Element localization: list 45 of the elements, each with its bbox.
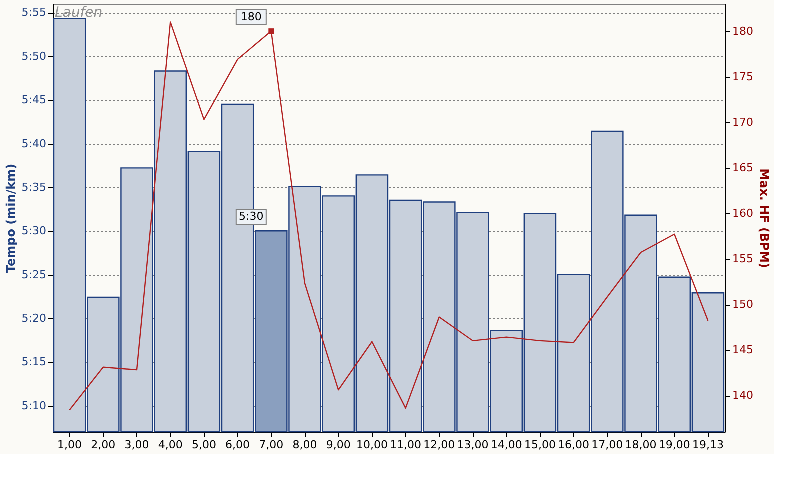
y2-tick-label: 155	[732, 252, 754, 266]
y2-tick-label: 140	[732, 389, 754, 402]
y2-tick-label: 145	[732, 344, 754, 357]
x-tick-label: 14,00	[490, 438, 522, 452]
y-tick-label: 5:50	[22, 50, 46, 63]
y2-axis-title: Max. HF (BPM)	[757, 168, 772, 268]
y2-tick-label: 165	[732, 161, 754, 174]
x-tick-label: 3,00	[124, 438, 150, 452]
x-tick-label: 6,00	[226, 438, 250, 452]
line-series	[69, 22, 709, 411]
y-tick-label: 5:30	[22, 224, 46, 238]
data-label: 180	[240, 10, 262, 24]
x-tick-label: 11,00	[390, 438, 422, 452]
data-label: 5:30	[239, 210, 264, 224]
x-tick-label: 1,00	[58, 438, 82, 452]
x-tick-label: 5,00	[192, 438, 216, 452]
y2-tick-label: 180	[732, 24, 754, 38]
x-tick-label: 4,00	[158, 438, 183, 452]
x-tick-label: 8,00	[292, 438, 318, 452]
y-tick-label: 5:35	[22, 180, 46, 194]
x-tick-label: 19,13	[692, 438, 724, 452]
x-tick-label: 18,00	[625, 438, 657, 452]
y-tick-label: 5:10	[22, 399, 46, 412]
y2-tick-label: 170	[732, 116, 754, 129]
x-tick-label: 10,00	[356, 438, 388, 452]
y-tick-label: 5:40	[22, 137, 46, 150]
x-tick-label: 2,00	[91, 438, 116, 452]
y2-tick-label: 150	[732, 298, 754, 312]
x-tick-label: 16,00	[558, 438, 590, 452]
y-tick-label: 5:45	[22, 94, 46, 107]
x-tick-label: 19,00	[658, 438, 690, 452]
y-tick-label: 5:20	[22, 312, 46, 325]
x-tick-label: 15,00	[524, 438, 556, 452]
y-tick-label: 5:55	[22, 6, 46, 20]
chart-title: Laufen	[55, 5, 103, 21]
x-tick-label: 9,00	[326, 438, 351, 452]
y-tick-label: 5:15	[22, 356, 46, 369]
y2-tick-label: 160	[732, 206, 754, 220]
y2-tick-label: 175	[732, 70, 754, 84]
x-tick-label: 13,00	[457, 438, 489, 452]
x-tick-label: 7,00	[259, 438, 284, 452]
x-tick-label: 17,00	[592, 438, 624, 452]
y-tick-label: 5:25	[22, 268, 46, 282]
y-axis-title: Tempo (min/km)	[4, 164, 18, 274]
x-tick-label: 12,00	[424, 438, 456, 452]
